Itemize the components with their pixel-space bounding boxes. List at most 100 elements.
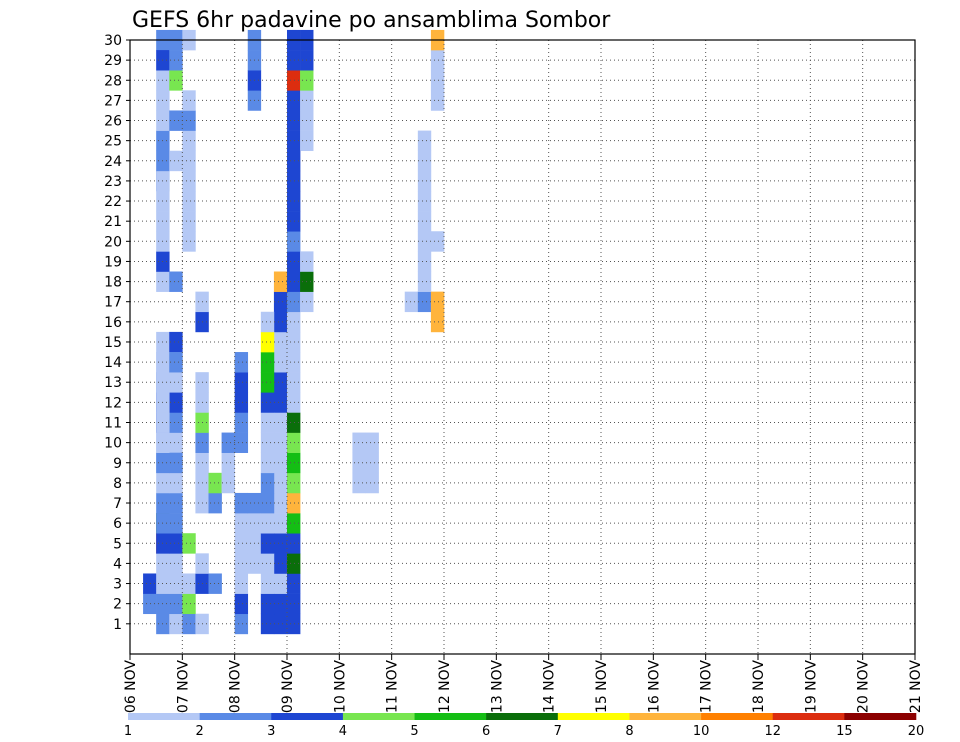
colorbar-swatch	[199, 713, 272, 720]
y-tick-label: 10	[104, 436, 122, 452]
colorbar-label: 3	[267, 724, 275, 739]
heatmap-cell	[260, 492, 275, 514]
chart-title: GEFS 6hr padavine po ansamblima Sombor	[132, 8, 611, 33]
heatmap-cell	[287, 352, 301, 373]
heatmap-cell	[273, 452, 288, 474]
heatmap-cell	[417, 170, 432, 192]
heatmap-cell	[430, 50, 445, 71]
colorbar-label: 2	[195, 724, 203, 739]
heatmap-cell	[352, 432, 366, 453]
heatmap-cell	[287, 50, 301, 71]
colorbar-swatch	[844, 713, 917, 720]
heatmap-cell	[417, 150, 432, 172]
heatmap-cell	[169, 573, 183, 594]
heatmap-cell	[287, 311, 301, 333]
heatmap-cell	[208, 573, 222, 594]
heatmap-cell	[182, 231, 196, 252]
heatmap-cell	[273, 533, 288, 554]
heatmap-cell	[287, 593, 301, 615]
heatmap-cell	[287, 70, 301, 91]
heatmap-cell	[273, 331, 288, 353]
heatmap-cell	[287, 432, 301, 453]
y-tick-label: 26	[104, 114, 122, 130]
heatmap-cell	[430, 90, 445, 111]
heatmap-cell	[273, 412, 288, 433]
heatmap-cell	[182, 573, 196, 594]
heatmap-cell	[365, 432, 379, 453]
heatmap-cell	[430, 70, 445, 91]
heatmap-cell	[417, 130, 432, 152]
heatmap-cell	[169, 392, 183, 413]
y-tick-label: 6	[113, 516, 122, 532]
heatmap-cell	[273, 432, 288, 453]
y-tick-label: 22	[104, 194, 122, 210]
y-tick-label: 30	[104, 33, 122, 49]
y-tick-label: 7	[113, 496, 122, 512]
heatmap-cell	[430, 231, 445, 252]
heatmap-cell	[234, 412, 249, 433]
x-tick-label: 19 NOV	[803, 660, 819, 714]
heatmap-cell	[221, 472, 235, 494]
y-tick-label: 8	[113, 476, 122, 492]
heatmap-cell	[417, 211, 432, 232]
colorbar-label: 20	[908, 724, 925, 739]
heatmap-cell	[273, 573, 288, 594]
grid	[130, 39, 915, 654]
x-tick-label: 20 NOV	[856, 660, 872, 714]
x-tick-label: 13 NOV	[489, 660, 505, 714]
heatmap-cell	[417, 231, 432, 252]
y-tick-label: 1	[113, 617, 122, 633]
heatmap-cell	[169, 432, 183, 453]
x-tick-label: 06 NOV	[123, 660, 139, 714]
heatmap-cell	[169, 513, 183, 534]
colorbar-label: 7	[554, 724, 562, 739]
heatmap-cell	[169, 110, 183, 131]
x-tick-label: 14 NOV	[542, 660, 558, 714]
heatmap-cell	[234, 372, 249, 393]
heatmap-cell	[169, 492, 183, 514]
colorbar-label: 15	[836, 724, 853, 739]
heatmap-cell	[260, 593, 275, 615]
heatmap-cell	[234, 513, 249, 534]
y-tick-label: 17	[104, 295, 122, 311]
heatmap-cell	[182, 593, 196, 615]
heatmap-cell	[169, 70, 183, 91]
colorbar-label: 4	[339, 724, 347, 739]
y-tick-label: 27	[104, 93, 122, 109]
heatmap-cell	[182, 150, 196, 172]
heatmap-cell	[169, 553, 183, 574]
heatmap-cell	[287, 211, 301, 232]
heatmap-cell	[287, 90, 301, 111]
heatmap-cell	[365, 472, 379, 494]
heatmap-cell	[234, 392, 249, 413]
colorbar: 1 2 3 4 5 6 7 8 10 12 15 20	[124, 713, 924, 739]
heatmap-cell	[273, 492, 288, 514]
heatmap-cell	[169, 50, 183, 71]
colorbar-swatch	[128, 713, 200, 720]
heatmap-cell	[221, 432, 235, 453]
heatmap-cell	[169, 352, 183, 373]
heatmap-cell	[287, 190, 301, 212]
y-tick-label: 16	[104, 315, 122, 331]
heatmap-cell	[182, 613, 196, 635]
heatmap-cell	[260, 533, 275, 554]
x-tick-label: 15 NOV	[594, 660, 610, 714]
heatmap-cell	[287, 513, 301, 534]
y-tick-label: 24	[104, 154, 122, 170]
y-tick-label: 29	[104, 53, 122, 69]
heatmap-cell	[260, 412, 275, 433]
y-tick-label: 4	[113, 556, 122, 572]
heatmap-cell	[208, 492, 222, 514]
heatmap-cell	[417, 271, 432, 292]
y-tick-label: 9	[113, 456, 122, 472]
plot-frame	[129, 39, 916, 655]
heatmap-cell	[169, 150, 183, 172]
heatmap-cell	[234, 352, 249, 373]
heatmap-cell	[273, 392, 288, 413]
heatmap-cell	[169, 271, 183, 292]
heatmap-cells	[143, 29, 445, 635]
colorbar-label: 5	[410, 724, 418, 739]
heatmap-cell	[260, 613, 275, 635]
heatmap-cell	[287, 130, 301, 152]
